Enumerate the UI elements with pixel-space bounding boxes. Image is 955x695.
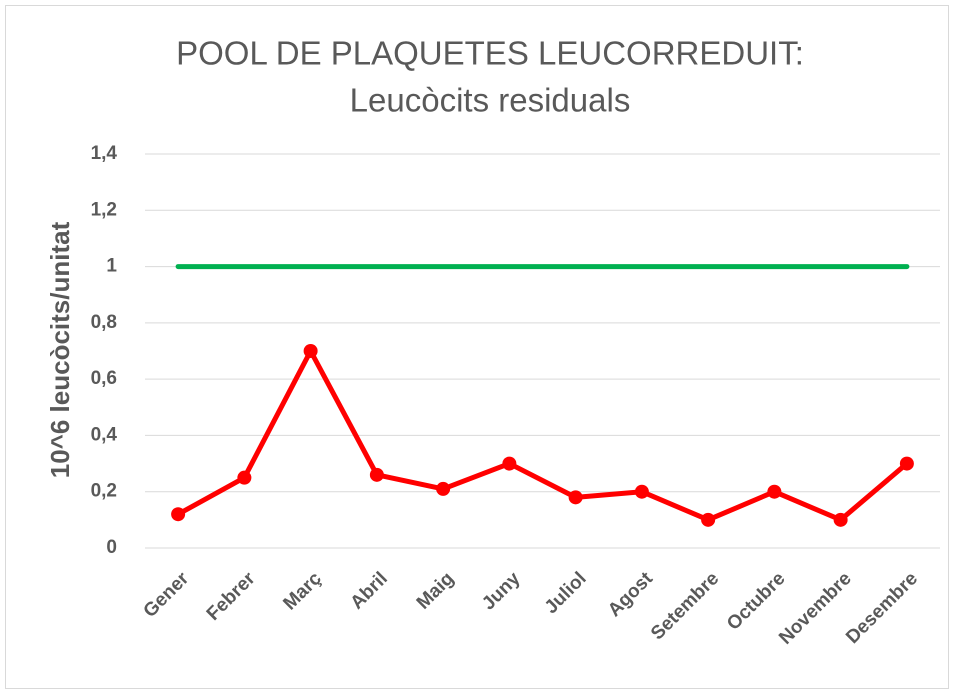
marker <box>237 470 252 485</box>
y-axis-label: 10^6 leucòcits/unitat <box>45 221 75 478</box>
y-tick-label: 0,6 <box>91 368 117 389</box>
marker <box>436 481 451 496</box>
y-tick-label: 0,4 <box>91 424 118 445</box>
y-tick-label: 1,2 <box>91 199 117 220</box>
marker <box>767 484 782 499</box>
marker <box>634 484 649 499</box>
chart-border <box>5 5 949 689</box>
y-tick-label: 1,4 <box>91 143 118 164</box>
chart-title: Leucòcits residuals <box>350 82 631 119</box>
y-tick-label: 0 <box>106 537 117 558</box>
marker <box>502 456 517 471</box>
marker <box>899 456 914 471</box>
marker <box>701 512 716 527</box>
marker <box>171 507 186 522</box>
marker <box>303 344 318 358</box>
y-tick-label: 0,8 <box>91 312 117 333</box>
marker <box>833 512 848 527</box>
marker <box>568 490 583 505</box>
line <box>175 348 910 523</box>
chart-title: POOL DE PLAQUETES LEUCORREDUIT: <box>176 35 804 72</box>
marker <box>369 467 384 482</box>
y-tick-label: 0,2 <box>91 481 117 502</box>
y-tick-label: 1 <box>106 256 117 277</box>
